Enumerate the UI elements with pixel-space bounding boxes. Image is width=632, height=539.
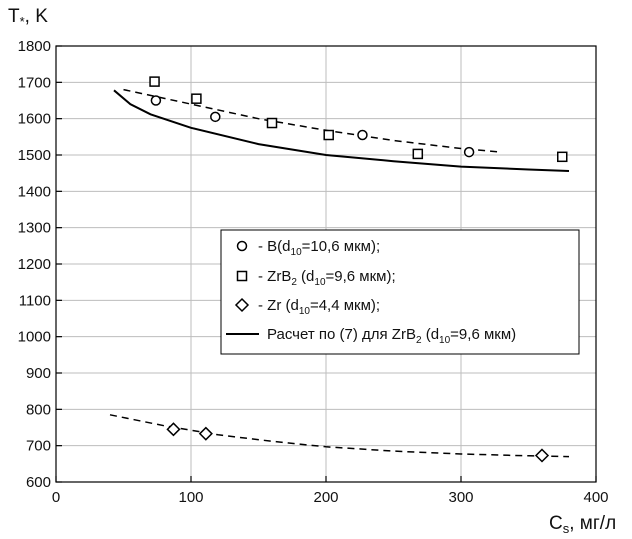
legend-marker-diamond bbox=[234, 297, 250, 313]
legend-entry-b: - B(d10=10,6 мкм); bbox=[258, 238, 380, 258]
y-axis-label-unit: , K bbox=[25, 6, 49, 27]
y-tick-label-1000: 1000 bbox=[18, 329, 51, 346]
model-solid-line bbox=[113, 89, 570, 172]
x-tick-label-300: 300 bbox=[448, 489, 473, 506]
legend-entry-zrb2: - ZrB2 (d10=9,6 мкм); bbox=[258, 268, 396, 288]
y-tick-label-600: 600 bbox=[26, 474, 51, 491]
y-tick-label-800: 800 bbox=[26, 401, 51, 418]
b-point-1 bbox=[210, 111, 221, 123]
zrb2-point-5 bbox=[557, 151, 568, 163]
x-tick-label-0: 0 bbox=[52, 489, 60, 506]
y-tick-label-1400: 1400 bbox=[18, 183, 51, 200]
x-axis-label-unit: , мг/л bbox=[569, 513, 616, 534]
y-tick-label-1500: 1500 bbox=[18, 147, 51, 164]
legend-entry-model: Расчет по (7) для ZrB2 (d10=9,6 мкм) bbox=[267, 326, 516, 346]
x-axis-label: Cs, мг/л bbox=[549, 513, 616, 536]
zrb2-point-3 bbox=[323, 129, 334, 141]
x-tick-label-100: 100 bbox=[178, 489, 203, 506]
b-point-3 bbox=[463, 146, 475, 158]
x-tick-label-200: 200 bbox=[313, 489, 338, 506]
dashed-fit-line-1 bbox=[109, 414, 570, 458]
zrb2-point-4 bbox=[412, 148, 424, 160]
x-tick-label-400: 400 bbox=[583, 489, 608, 506]
y-tick-label-1700: 1700 bbox=[18, 74, 51, 91]
y-axis-label-main: T bbox=[8, 6, 20, 27]
legend-entry-zr: - Zr (d10=4,4 мкм); bbox=[258, 297, 380, 317]
legend-box bbox=[220, 229, 580, 355]
x-axis-label-main: C bbox=[549, 513, 563, 534]
markers bbox=[149, 76, 568, 463]
y-tick-label-1300: 1300 bbox=[18, 220, 51, 237]
y-tick-label-900: 900 bbox=[26, 365, 51, 382]
b-point-2 bbox=[357, 129, 368, 141]
zrb2-point-1 bbox=[191, 93, 202, 104]
legend: - B(d10=10,6 мкм); - ZrB2 (d10=9,6 мкм);… bbox=[220, 229, 580, 355]
legend-marker-square bbox=[236, 270, 248, 282]
dashed-fit-line-0 bbox=[123, 88, 502, 153]
x-axis-label-sub: s bbox=[563, 521, 570, 536]
y-tick-label-1800: 1800 bbox=[18, 38, 51, 55]
zr-point-2 bbox=[534, 448, 550, 463]
y-tick-label-1600: 1600 bbox=[18, 111, 51, 128]
grid bbox=[56, 46, 596, 482]
zrb2-point-2 bbox=[266, 117, 278, 129]
y-tick-label-700: 700 bbox=[26, 438, 51, 455]
y-tick-label-1200: 1200 bbox=[18, 256, 51, 273]
y-tick-label-1100: 1100 bbox=[19, 292, 51, 309]
ticks: 0 100 200 300 400 600 700 800 900 1000 1100 1200 130… bbox=[18, 38, 609, 506]
zr-point-0 bbox=[166, 422, 181, 437]
y-axis-label-sub: * bbox=[20, 14, 25, 29]
b-point-0 bbox=[150, 95, 162, 106]
y-axis-label: T*, K bbox=[8, 6, 48, 29]
zrb2-point-0 bbox=[149, 76, 160, 87]
legend-marker-circle bbox=[236, 240, 248, 252]
zr-point-1 bbox=[198, 426, 213, 441]
